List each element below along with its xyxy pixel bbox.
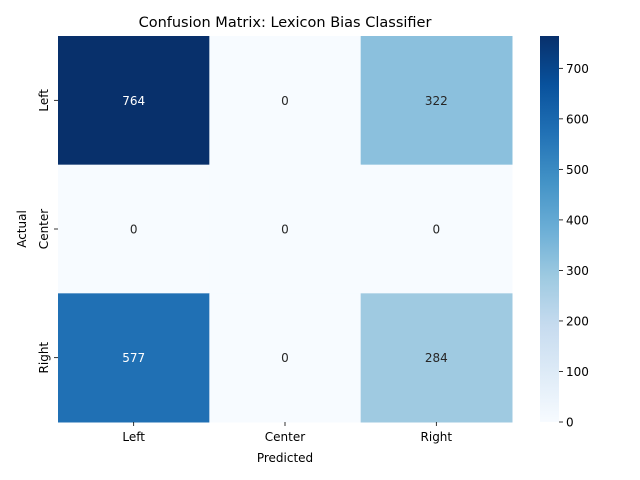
cell-value-1-1: 0 xyxy=(281,223,289,237)
cell-value-0-0: 764 xyxy=(122,94,145,108)
colorbar xyxy=(540,36,559,422)
y-tick-label: Left xyxy=(37,89,51,112)
cell-value-0-1: 0 xyxy=(281,94,289,108)
heatmap-cell-2-0 xyxy=(58,293,210,423)
colorbar-tick-label: 600 xyxy=(566,112,589,126)
x-tick-label: Center xyxy=(265,430,305,444)
heatmap-cell-0-0 xyxy=(58,36,210,166)
y-tick-label: Right xyxy=(37,342,51,374)
x-axis-label: Predicted xyxy=(257,451,313,465)
colorbar-tick-label: 400 xyxy=(566,213,589,227)
y-tick-label: Center xyxy=(37,209,51,249)
heatmap-cell-0-2 xyxy=(360,36,513,166)
cell-value-1-2: 0 xyxy=(433,223,441,237)
cell-value-2-1: 0 xyxy=(281,351,289,365)
colorbar-ticks: 0 100 200 300 400 500 600 700 xyxy=(559,62,589,430)
cell-value-2-2: 284 xyxy=(425,351,448,365)
heatmap-cell-1-1 xyxy=(209,164,362,294)
cell-value-2-0: 577 xyxy=(122,351,145,365)
cell-value-0-2: 322 xyxy=(425,94,448,108)
cell-annotations: 764 0 322 0 0 0 577 0 284 xyxy=(122,94,448,365)
cell-value-1-0: 0 xyxy=(130,223,138,237)
heatmap-cells xyxy=(58,36,513,423)
colorbar-tick-label: 300 xyxy=(566,264,589,278)
x-tick-label: Right xyxy=(421,430,453,444)
x-tick-label: Left xyxy=(122,430,145,444)
heatmap-cell-2-2 xyxy=(360,293,513,423)
colorbar-tick-label: 200 xyxy=(566,314,589,328)
x-axis-ticks: Left Center Right xyxy=(122,422,452,444)
heatmap-cell-1-0 xyxy=(58,164,210,294)
heatmap-cell-0-1 xyxy=(209,36,362,166)
colorbar-tick-label: 100 xyxy=(566,365,589,379)
chart-title: Confusion Matrix: Lexicon Bias Classifie… xyxy=(139,15,432,31)
colorbar-tick-label: 500 xyxy=(566,163,589,177)
heatmap-cell-2-1 xyxy=(209,293,362,423)
colorbar-tick-label: 700 xyxy=(566,62,589,76)
y-axis-label: Actual xyxy=(15,210,29,248)
heatmap-cell-1-2 xyxy=(360,164,513,294)
colorbar-tick-label: 0 xyxy=(566,416,574,430)
y-axis-ticks: Left Center Right xyxy=(37,89,58,374)
